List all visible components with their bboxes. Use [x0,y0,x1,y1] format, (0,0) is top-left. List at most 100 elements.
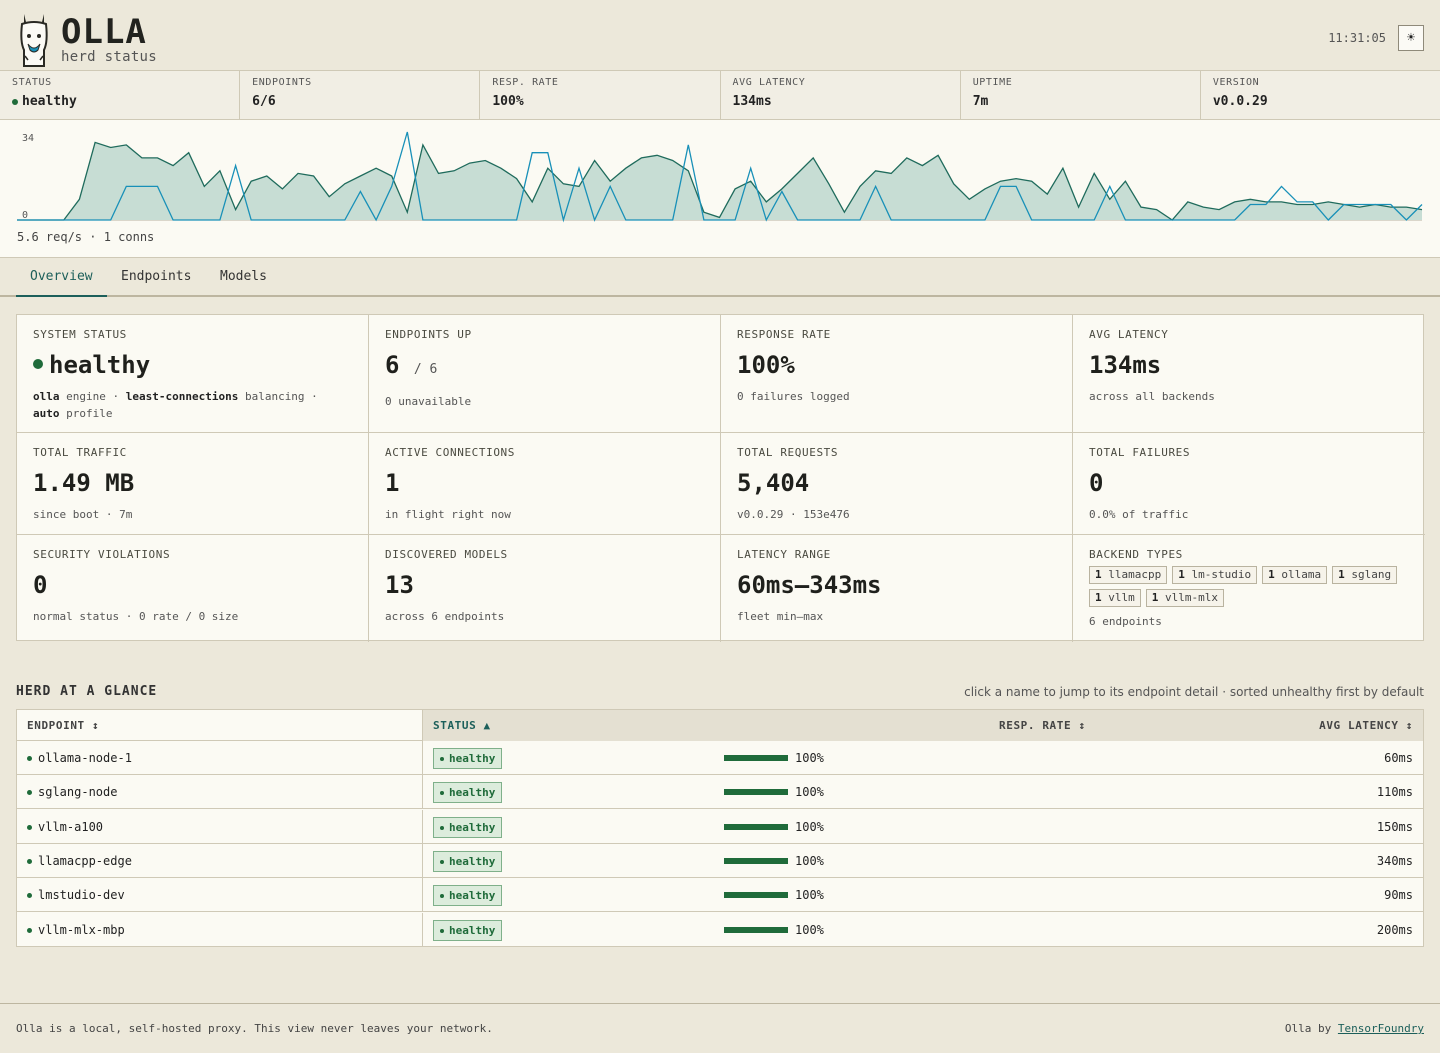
column-avg-latency[interactable]: AVG LATENCY ↕ [1319,719,1413,732]
strip-value: healthy [22,94,77,109]
theme-toggle-button[interactable]: ☀ [1398,25,1424,51]
strip-value: 6/6 [252,94,276,109]
tensorfoundry-link[interactable]: TensorFoundry [1337,1022,1424,1035]
column-endpoint[interactable]: ENDPOINT ↕ [27,719,100,732]
metric-label: TOTAL FAILURES [1089,446,1191,459]
metrics-grid: SYSTEM STATUS healthy olla engine · leas… [16,314,1425,642]
status-dot-icon [440,757,444,761]
endpoint-name-link[interactable]: vllm-mlx-mbp [27,913,125,947]
tab-endpoints[interactable]: Endpoints [121,269,192,284]
herd-title: HERD AT A GLANCE [16,684,158,699]
strip-avg-latency: AVG LATENCY 134ms [721,71,961,119]
metric-sub: 0.0% of traffic [1089,508,1189,521]
strip-label: STATUS [12,77,52,88]
resp-rate-bar [724,892,788,899]
metric-label: RESPONSE RATE [737,328,831,341]
backend-chip: 1 ollama [1262,566,1328,584]
table-row[interactable]: vllm-mlx-mbp healthy 100% 200ms [17,912,1423,947]
footer: Olla is a local, self-hosted proxy. This… [0,1003,1440,1053]
strip-label: VERSION [1212,77,1260,88]
status-dot-icon [27,756,32,761]
strip-label: ENDPOINTS [252,77,312,88]
column-resp-rate[interactable]: RESP. RATE ↕ [999,719,1086,732]
metric-value: 6 [385,351,400,379]
table-row[interactable]: ollama-node-1 healthy 100% 60ms [17,741,1423,775]
metric-value: healthy [49,351,151,379]
status-badge: healthy [433,885,503,907]
metric-sub: fleet min–max [737,610,824,623]
table-row[interactable]: sglang-node healthy 100% 110ms [17,775,1423,810]
status-dot-icon [27,824,32,830]
backend-chip: 1 llamacpp [1089,566,1168,584]
endpoint-name-link[interactable]: lmstudio-dev [27,878,125,912]
metric-sub: normal status · 0 rate / 0 size [33,610,239,623]
strip-value: v0.0.29 [1212,94,1268,109]
metric-label: DISCOVERED MODELS [385,548,508,561]
metric-backend-types: BACKEND TYPES 1 llamacpp 1 lm-studio 1 o… [1073,535,1425,642]
resp-rate-bar [724,789,788,796]
tab-overview[interactable]: Overview [16,258,107,297]
clock: 11:31:05 [1328,31,1386,45]
resp-rate-bar [724,926,788,933]
status-badge: healthy [433,748,503,769]
table-row[interactable]: llamacpp-edge healthy 100% 340ms [17,843,1423,878]
metric-value: 1 [385,469,400,497]
metric-total-traffic: TOTAL TRAFFIC 1.49 MB since boot · 7m [17,433,369,535]
metric-sub: since boot · 7m [33,508,133,521]
status-strip: STATUS healthy ENDPOINTS 6/6 RESP. RATE … [0,71,1440,120]
strip-resp-rate: RESP. RATE 100% [480,71,721,119]
status-dot-icon [440,859,444,864]
avg-latency-value: 340ms [1376,853,1413,868]
metric-sub: in flight right now [385,508,511,521]
strip-value: 134ms [732,94,772,109]
strip-endpoints: ENDPOINTS 6/6 [240,71,481,119]
status-dot-icon [440,928,444,933]
requests-line [17,141,1423,221]
metric-total-requests: TOTAL REQUESTS 5,404 v0.0.29 · 153e476 [721,433,1073,535]
tab-models[interactable]: Models [220,269,267,284]
metric-label: AVG LATENCY [1089,328,1169,341]
avg-latency-value: 60ms [1384,751,1413,765]
y-max-label: 34 [22,133,34,144]
status-dot-icon [440,894,444,899]
table-row[interactable]: lmstudio-dev healthy 100% 90ms [17,878,1423,913]
metric-value: 60ms–343ms [737,571,882,599]
avg-latency-value: 90ms [1384,888,1413,903]
metric-sub: 6 endpoints [1089,615,1162,628]
strip-version: VERSION v0.0.29 [1201,71,1440,119]
resp-rate-bar [724,823,788,830]
status-badge: healthy [433,782,503,804]
resp-rate-bar-fill [724,755,788,761]
status-dot-icon [27,858,32,864]
metric-sub: across all backends [1089,390,1215,403]
table-row[interactable]: vllm-a100 healthy 100% 150ms [17,809,1423,844]
brand-title: OLLA [61,12,147,52]
column-status[interactable]: STATUS ▲ [433,719,491,732]
status-badge: healthy [433,816,503,838]
metric-label: SYSTEM STATUS [33,328,127,341]
footer-note: Olla is a local, self-hosted proxy. This… [16,1022,493,1035]
metric-system-status: SYSTEM STATUS healthy olla engine · leas… [17,315,369,433]
strip-label: RESP. RATE [492,77,559,88]
avg-latency-value: 200ms [1376,922,1413,937]
metric-value: 0 [33,571,48,599]
resp-rate-bar-fill [724,823,788,830]
endpoint-name-link[interactable]: ollama-node-1 [27,741,132,775]
resp-rate-bar-fill [724,857,788,864]
strip-value: 7m [972,94,989,109]
status-dot-icon [33,359,43,369]
endpoint-name-link[interactable]: sglang-node [27,775,117,809]
metric-avg-latency: AVG LATENCY 134ms across all backends [1073,315,1425,433]
endpoint-name-link[interactable]: vllm-a100 [27,810,103,844]
resp-rate-value: 100% [795,888,824,903]
strip-status: STATUS healthy [0,71,241,119]
strip-label: UPTIME [972,77,1013,88]
metric-total: / 6 [413,362,438,377]
endpoint-name-link[interactable]: llamacpp-edge [27,844,132,878]
metric-security-violations: SECURITY VIOLATIONS 0 normal status · 0 … [17,535,369,642]
metric-sub: v0.0.29 · 153e476 [737,508,850,521]
backend-chip: 1 lm-studio [1172,566,1258,584]
connections-line [17,131,1423,223]
tab-bar: Overview Endpoints Models [0,258,1440,297]
status-dot-icon [440,791,444,796]
